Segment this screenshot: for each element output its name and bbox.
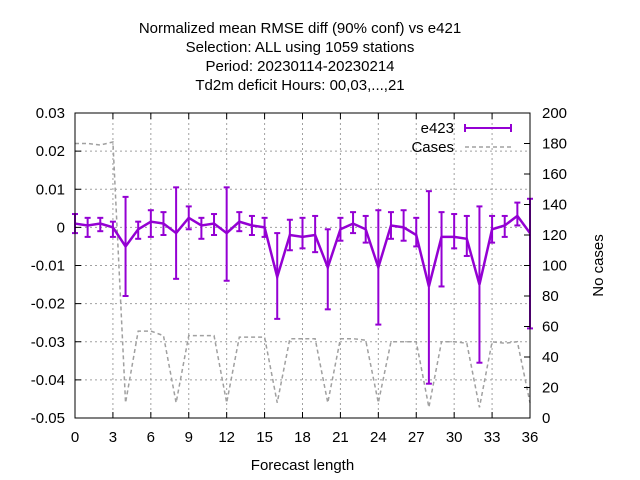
title-line: Period: 20230114-20230214 [205, 58, 394, 75]
y-tick-label: -0.01 [31, 258, 65, 275]
y-tick-label: 0.03 [36, 105, 65, 122]
legend: e423 Cases [411, 120, 512, 156]
title-line: Td2m deficit Hours: 00,03,...,21 [195, 77, 404, 94]
y2-tick-label: 20 [542, 380, 559, 397]
title-line: Selection: ALL using 1059 stations [186, 39, 415, 56]
y2-tick-label: 120 [542, 227, 567, 244]
x-tick-label: 27 [408, 429, 425, 446]
x-tick-label: 36 [522, 429, 539, 446]
legend-label-cases: Cases [411, 139, 454, 156]
title-line: Normalized mean RMSE diff (90% conf) vs … [139, 20, 461, 37]
x-tick-label: 15 [256, 429, 273, 446]
chart-title: Normalized mean RMSE diff (90% conf) vs … [139, 20, 461, 94]
y2-tick-label: 200 [542, 105, 567, 122]
y-tick-label: -0.05 [31, 410, 65, 427]
axis-ticks: 0 3 6 9 12 15 18 21 24 27 30 33 360.030.020.010-0.01… [31, 105, 567, 446]
y2-tick-label: 60 [542, 319, 559, 336]
y2-tick-label: 0 [542, 410, 550, 427]
x-tick-label: 21 [332, 429, 349, 446]
x-tick-label: 9 [185, 429, 193, 446]
y2-axis-label: No cases [590, 234, 607, 297]
y2-tick-label: 140 [542, 197, 567, 214]
y-tick-label: 0 [57, 219, 65, 236]
grid [75, 113, 530, 418]
y-tick-label: -0.04 [31, 372, 65, 389]
x-tick-label: 18 [294, 429, 311, 446]
y-tick-label: 0.01 [36, 181, 65, 198]
x-tick-label: 30 [446, 429, 463, 446]
x-tick-label: 12 [218, 429, 235, 446]
y2-tick-label: 180 [542, 136, 567, 153]
series-e423-line [74, 214, 532, 287]
y-tick-label: -0.03 [31, 334, 65, 351]
x-tick-label: 24 [370, 429, 387, 446]
y2-tick-label: 100 [542, 258, 567, 275]
y-tick-label: 0.02 [36, 143, 65, 160]
y2-tick-label: 80 [542, 288, 559, 305]
x-tick-label: 3 [109, 429, 117, 446]
series-cases-line [75, 141, 531, 408]
x-tick-label: 33 [484, 429, 501, 446]
x-tick-label: 0 [71, 429, 79, 446]
x-axis-label: Forecast length [251, 457, 354, 474]
series-layer [72, 141, 533, 408]
y-tick-label: -0.02 [31, 296, 65, 313]
legend-label-e423: e423 [421, 120, 454, 137]
y2-tick-label: 40 [542, 349, 559, 366]
y2-tick-label: 160 [542, 166, 567, 183]
x-tick-label: 6 [147, 429, 155, 446]
